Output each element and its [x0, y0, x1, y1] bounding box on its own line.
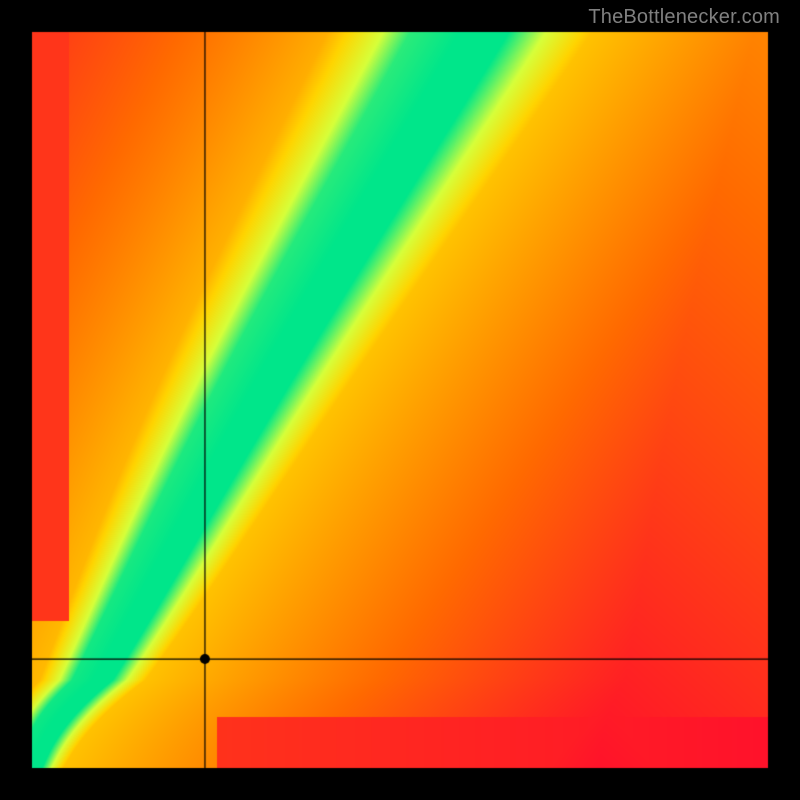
chart-container: TheBottlenecker.com: [0, 0, 800, 800]
watermark-text: TheBottlenecker.com: [588, 6, 780, 29]
heatmap-canvas: [0, 0, 800, 800]
